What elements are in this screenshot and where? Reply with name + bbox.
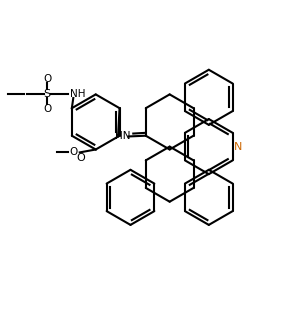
Text: S: S — [44, 89, 51, 99]
Text: HN: HN — [115, 132, 131, 141]
Text: O: O — [77, 153, 86, 163]
Text: O: O — [43, 73, 51, 84]
Text: O: O — [43, 104, 51, 114]
Text: N: N — [234, 142, 243, 152]
Text: O: O — [70, 147, 78, 157]
Text: NH: NH — [70, 89, 86, 99]
